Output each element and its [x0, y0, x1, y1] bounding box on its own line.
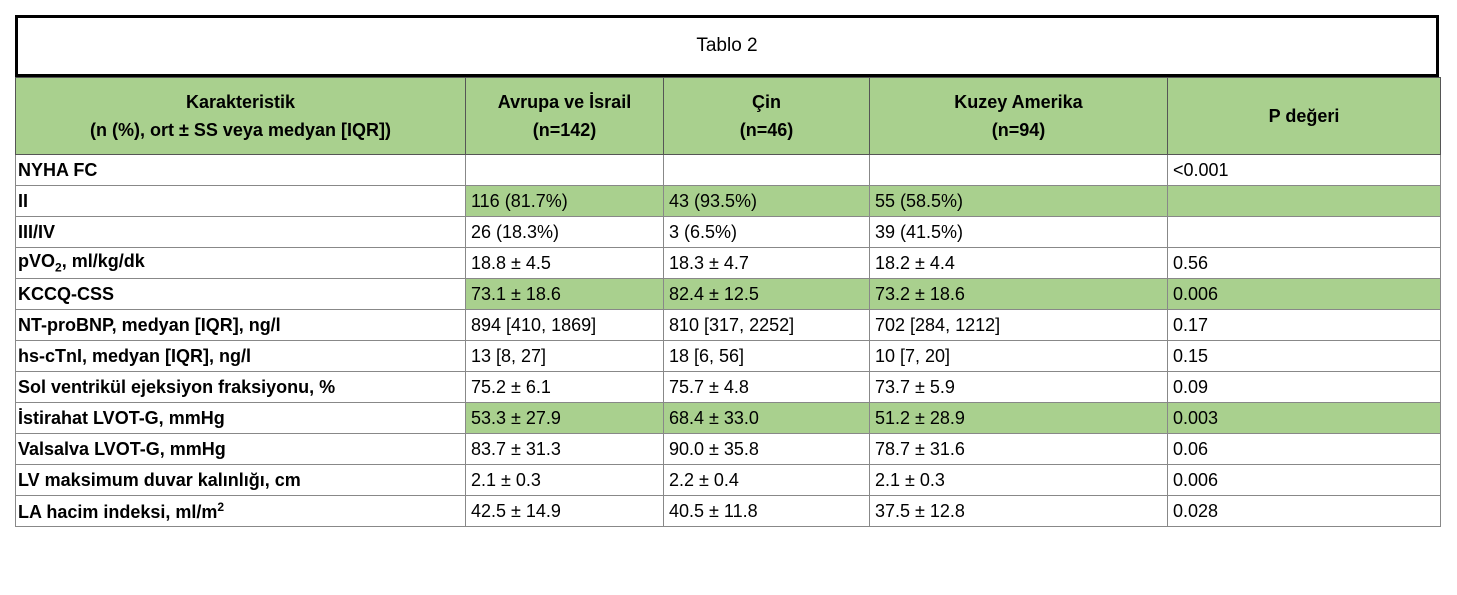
cell-china: 40.5 ± 11.8	[663, 495, 870, 527]
table-header-row: Karakteristik (n (%), ort ± SS veya medy…	[15, 77, 1441, 155]
cell-china: 90.0 ± 35.8	[663, 433, 870, 465]
cell-europe-israel: 13 [8, 27]	[465, 340, 664, 372]
row-label: NYHA FC	[15, 154, 466, 186]
cell-p-value: 0.56	[1167, 247, 1441, 279]
cell-p-value: 0.028	[1167, 495, 1441, 527]
row-label-pre: LA hacim indeksi, ml/m	[18, 501, 218, 522]
header-china: Çin (n=46)	[663, 77, 870, 155]
cell-china: 75.7 ± 4.8	[663, 371, 870, 403]
cell-europe-israel	[465, 154, 664, 186]
cell-p-value	[1167, 216, 1441, 248]
table-row: II 116 (81.7%) 43 (93.5%) 55 (58.5%)	[15, 185, 1441, 217]
table-title-text: Tablo 2	[696, 35, 758, 56]
table-title: Tablo 2	[15, 15, 1439, 77]
row-label: KCCQ-CSS	[15, 278, 466, 310]
cell-north-america	[869, 154, 1168, 186]
cell-china	[663, 154, 870, 186]
table-row: KCCQ-CSS 73.1 ± 18.6 82.4 ± 12.5 73.2 ± …	[15, 278, 1441, 310]
cell-p-value	[1167, 185, 1441, 217]
header-characteristic-note: (n (%), ort ± SS veya medyan [IQR])	[90, 120, 391, 140]
cell-europe-israel: 894 [410, 1869]	[465, 309, 664, 341]
header-characteristic-title: Karakteristik	[185, 92, 296, 112]
cell-p-value: 0.006	[1167, 464, 1441, 496]
row-label: İstirahat LVOT-G, mmHg	[15, 402, 466, 434]
cell-europe-israel: 73.1 ± 18.6	[465, 278, 664, 310]
cell-p-value: 0.006	[1167, 278, 1441, 310]
row-label: Sol ventrikül ejeksiyon fraksiyonu, %	[15, 371, 466, 403]
row-label: NT-proBNP, medyan [IQR], ng/l	[15, 309, 466, 341]
header-north-america-title: Kuzey Amerika	[954, 92, 1083, 112]
table-row: LA hacim indeksi, ml/m2 42.5 ± 14.9 40.5…	[15, 495, 1441, 527]
cell-europe-israel: 18.8 ± 4.5	[465, 247, 664, 279]
row-label: II	[15, 185, 466, 217]
cell-europe-israel: 116 (81.7%)	[465, 185, 664, 217]
data-table: Karakteristik (n (%), ort ± SS veya medy…	[15, 77, 1441, 527]
table-row: hs-cTnI, medyan [IQR], ng/l 13 [8, 27] 1…	[15, 340, 1441, 372]
cell-north-america: 37.5 ± 12.8	[869, 495, 1168, 527]
cell-p-value: 0.09	[1167, 371, 1441, 403]
cell-north-america: 51.2 ± 28.9	[869, 402, 1168, 434]
table-row: LV maksimum duvar kalınlığı, cm 2.1 ± 0.…	[15, 464, 1441, 496]
row-label: LV maksimum duvar kalınlığı, cm	[15, 464, 466, 496]
cell-china: 18.3 ± 4.7	[663, 247, 870, 279]
row-label: LA hacim indeksi, ml/m2	[15, 495, 466, 527]
cell-china: 43 (93.5%)	[663, 185, 870, 217]
cell-north-america: 2.1 ± 0.3	[869, 464, 1168, 496]
row-label-post: , ml/kg/dk	[61, 251, 145, 272]
row-label-subscript: 2	[55, 260, 62, 275]
table-row: NT-proBNP, medyan [IQR], ng/l 894 [410, …	[15, 309, 1441, 341]
cell-north-america: 702 [284, 1212]	[869, 309, 1168, 341]
row-label: pVO2, ml/kg/dk	[15, 247, 466, 279]
cell-europe-israel: 2.1 ± 0.3	[465, 464, 664, 496]
cell-europe-israel: 75.2 ± 6.1	[465, 371, 664, 403]
cell-p-value: 0.06	[1167, 433, 1441, 465]
cell-north-america: 55 (58.5%)	[869, 185, 1168, 217]
cell-china: 82.4 ± 12.5	[663, 278, 870, 310]
cell-north-america: 78.7 ± 31.6	[869, 433, 1168, 465]
header-characteristic: Karakteristik (n (%), ort ± SS veya medy…	[15, 77, 466, 155]
row-label-superscript: 2	[217, 499, 225, 514]
header-europe-israel-n: (n=142)	[532, 120, 597, 140]
table-row: NYHA FC <0.001	[15, 154, 1441, 186]
cell-p-value: <0.001	[1167, 154, 1441, 186]
cell-p-value: 0.003	[1167, 402, 1441, 434]
cell-china: 3 (6.5%)	[663, 216, 870, 248]
cell-north-america: 73.7 ± 5.9	[869, 371, 1168, 403]
row-label: III/IV	[15, 216, 466, 248]
table-row: III/IV 26 (18.3%) 3 (6.5%) 39 (41.5%)	[15, 216, 1441, 248]
table-row: İstirahat LVOT-G, mmHg 53.3 ± 27.9 68.4 …	[15, 402, 1441, 434]
row-label: Valsalva LVOT-G, mmHg	[15, 433, 466, 465]
cell-north-america: 73.2 ± 18.6	[869, 278, 1168, 310]
cell-europe-israel: 83.7 ± 31.3	[465, 433, 664, 465]
header-europe-israel-title: Avrupa ve İsrail	[497, 92, 632, 112]
header-china-n: (n=46)	[739, 120, 794, 140]
table-row: pVO2, ml/kg/dk 18.8 ± 4.5 18.3 ± 4.7 18.…	[15, 247, 1441, 279]
table-row: Valsalva LVOT-G, mmHg 83.7 ± 31.3 90.0 ±…	[15, 433, 1441, 465]
cell-china: 68.4 ± 33.0	[663, 402, 870, 434]
cell-north-america: 39 (41.5%)	[869, 216, 1168, 248]
header-north-america-n: (n=94)	[991, 120, 1046, 140]
cell-north-america: 10 [7, 20]	[869, 340, 1168, 372]
header-north-america: Kuzey Amerika (n=94)	[869, 77, 1168, 155]
row-label: hs-cTnI, medyan [IQR], ng/l	[15, 340, 466, 372]
cell-p-value: 0.15	[1167, 340, 1441, 372]
cell-china: 18 [6, 56]	[663, 340, 870, 372]
header-p-value: P değeri	[1167, 77, 1441, 155]
cell-europe-israel: 42.5 ± 14.9	[465, 495, 664, 527]
cell-china: 2.2 ± 0.4	[663, 464, 870, 496]
cell-north-america: 18.2 ± 4.4	[869, 247, 1168, 279]
row-label-pre: pVO	[18, 251, 56, 272]
cell-europe-israel: 53.3 ± 27.9	[465, 402, 664, 434]
cell-europe-israel: 26 (18.3%)	[465, 216, 664, 248]
cell-p-value: 0.17	[1167, 309, 1441, 341]
table-row: Sol ventrikül ejeksiyon fraksiyonu, % 75…	[15, 371, 1441, 403]
cell-china: 810 [317, 2252]	[663, 309, 870, 341]
header-europe-israel: Avrupa ve İsrail (n=142)	[465, 77, 664, 155]
header-china-title: Çin	[752, 92, 781, 112]
